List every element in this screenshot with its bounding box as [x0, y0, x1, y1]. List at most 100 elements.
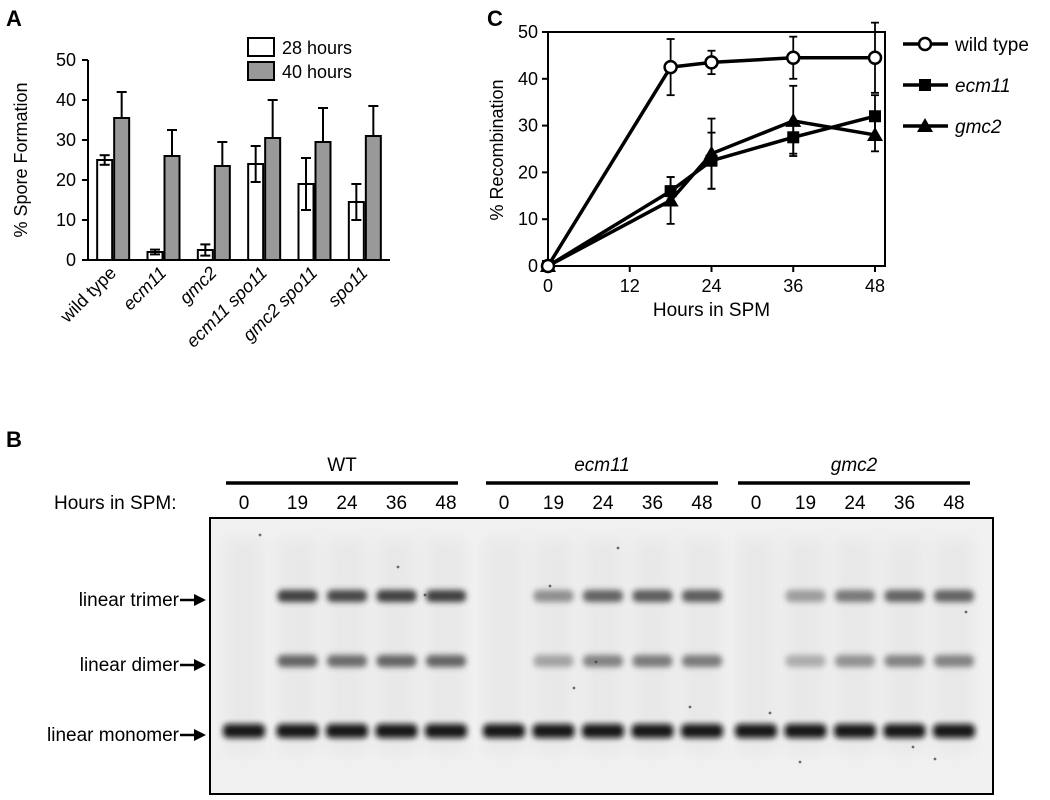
legend-marker	[917, 36, 933, 52]
dust-speck	[423, 593, 427, 597]
chart-c-recombination: 0 10 20 30 40 50 0 12 24 36 48 Hours in SPM % Recomb…	[487, 21, 1029, 321]
lane-hour-label: 24	[844, 493, 866, 514]
band-label: linear trimer	[79, 590, 180, 611]
data-point-gmc2	[785, 112, 802, 127]
x-tick-label: 24	[701, 276, 721, 296]
data-point-wild-type	[867, 50, 883, 65]
dust-speck	[572, 686, 576, 690]
band-monomer	[582, 724, 624, 738]
band-monomer	[223, 724, 265, 738]
category-label: ecm11	[119, 263, 170, 314]
y-tick-label: 50	[56, 50, 76, 70]
lane-smear	[682, 538, 722, 754]
lane-smear	[484, 538, 524, 754]
lane-smear	[835, 538, 875, 754]
y-tick-label: 30	[56, 130, 76, 150]
y-tick-label: 30	[518, 116, 538, 136]
band-trimer	[785, 590, 826, 602]
y-tick-label: 40	[518, 69, 538, 89]
band-trimer	[682, 590, 722, 602]
band-dimer	[426, 655, 466, 667]
lane-hour-label: 0	[751, 493, 762, 514]
band-dimer	[376, 655, 417, 667]
band-monomer	[276, 724, 319, 738]
y-axis-title: % Spore Formation	[11, 82, 31, 237]
data-point-wild-type	[540, 258, 556, 274]
dust-speck	[594, 660, 598, 664]
band-dimer	[835, 655, 875, 667]
lane-smear	[884, 538, 925, 754]
dust-speck	[616, 546, 620, 550]
band-monomer	[784, 724, 827, 738]
group-label: ecm11	[574, 455, 630, 476]
band-trimer	[583, 590, 623, 602]
bar-40h	[314, 141, 332, 261]
band-monomer	[883, 724, 926, 738]
lane-hour-label: 24	[336, 493, 358, 514]
legend-marker	[917, 118, 933, 132]
y-tick-label: 20	[56, 170, 76, 190]
lane-smear	[736, 538, 776, 754]
lane-hour-label: 36	[642, 493, 663, 514]
lane-smear	[785, 538, 826, 754]
bar-40h	[213, 165, 231, 261]
dust-speck	[396, 565, 400, 569]
band-monomer	[834, 724, 876, 738]
lane-smear	[327, 538, 367, 754]
band-label: linear monomer	[47, 725, 180, 746]
lane-hour-label: 36	[894, 493, 915, 514]
panel-c-label: C	[487, 6, 503, 31]
lane-smear	[934, 538, 974, 754]
band-arrow-head	[194, 729, 206, 741]
legend-label: ecm11	[955, 76, 1011, 97]
dust-speck	[548, 584, 552, 588]
band-monomer	[483, 724, 525, 738]
x-axis-title: Hours in SPM	[653, 300, 770, 321]
band-trimer	[376, 590, 417, 602]
legend-marker	[919, 79, 931, 91]
band-monomer	[681, 724, 723, 738]
band-monomer	[326, 724, 368, 738]
dust-speck	[964, 610, 968, 614]
lane-smear	[277, 538, 318, 754]
y-tick-label: 0	[528, 256, 538, 276]
panel-b-label: B	[6, 427, 22, 452]
dust-speck	[688, 705, 692, 709]
x-tick-label: 48	[865, 276, 885, 296]
data-point-gmc2	[662, 192, 679, 207]
lane-smear	[533, 538, 574, 754]
band-trimer	[884, 590, 925, 602]
y-axis-title: % Recombination	[487, 79, 507, 220]
data-point-wild-type	[704, 55, 719, 70]
lane-smear	[224, 538, 264, 754]
lane-hour-label: 0	[499, 493, 510, 514]
dust-speck	[768, 711, 772, 715]
lane-hour-label: 19	[543, 493, 564, 514]
band-dimer	[884, 655, 925, 667]
band-trimer	[327, 590, 367, 602]
band-dimer	[934, 655, 974, 667]
band-arrow-head	[194, 594, 206, 606]
band-trimer	[632, 590, 673, 602]
band-dimer	[277, 655, 318, 667]
band-trimer	[934, 590, 974, 602]
data-point-ecm11	[664, 185, 677, 198]
y-tick-label: 10	[518, 209, 538, 229]
data-point-gmc2	[703, 145, 720, 160]
group-label: WT	[327, 455, 357, 476]
lane-smear	[376, 538, 417, 754]
dust-speck	[933, 757, 937, 761]
band-dimer	[632, 655, 673, 667]
y-tick-label: 10	[56, 210, 76, 230]
band-monomer	[735, 724, 777, 738]
y-tick-label: 40	[56, 90, 76, 110]
data-point-ecm11	[869, 110, 881, 123]
data-point-wild-type	[663, 59, 678, 75]
x-tick-label: 36	[783, 276, 803, 296]
band-monomer	[631, 724, 674, 738]
lane-smear	[583, 538, 623, 754]
x-tick-label: 0	[543, 276, 553, 296]
gel-b-blot: Hours in SPM: WT 0 19 24 36 48 ecm11 0 19 24 36 48 gm…	[47, 455, 994, 795]
band-monomer	[425, 724, 467, 738]
